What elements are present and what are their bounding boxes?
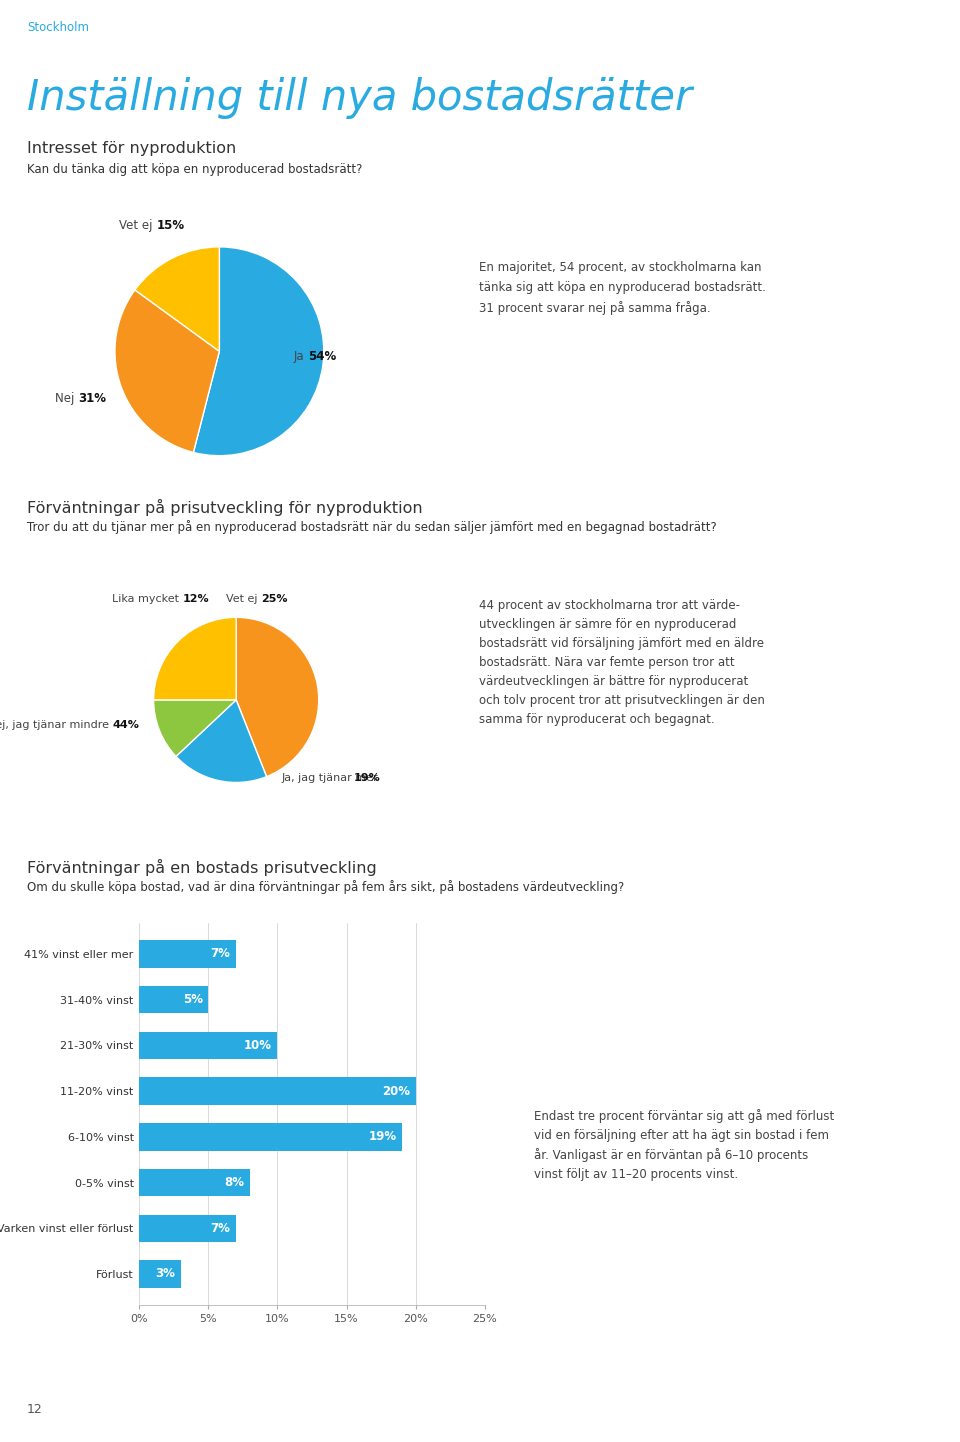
Text: 12%: 12% <box>182 594 209 604</box>
Text: Stockholm: Stockholm <box>27 20 89 35</box>
Wedge shape <box>193 247 324 456</box>
Text: Förväntningar på en bostads prisutveckling: Förväntningar på en bostads prisutveckli… <box>27 859 376 877</box>
Text: 31%: 31% <box>79 392 107 405</box>
Text: Nej, jag tjänar mindre: Nej, jag tjänar mindre <box>0 720 112 730</box>
Bar <box>139 1077 416 1105</box>
Wedge shape <box>115 290 219 453</box>
Text: Tror du att du tjänar mer på en nyproducerad bostadsrätt när du sedan säljer jäm: Tror du att du tjänar mer på en nyproduc… <box>27 519 716 534</box>
Text: 25%: 25% <box>261 594 287 604</box>
Text: Förväntningar på prisutveckling för nyproduktion: Förväntningar på prisutveckling för nypr… <box>27 499 422 516</box>
Text: 15%: 15% <box>156 219 185 232</box>
Text: Vet ej: Vet ej <box>119 219 156 232</box>
Text: 3%: 3% <box>156 1268 175 1280</box>
Text: 7%: 7% <box>210 1221 230 1234</box>
Text: Ja, jag tjänar mer: Ja, jag tjänar mer <box>281 773 382 783</box>
Bar <box>139 986 208 1014</box>
Wedge shape <box>154 699 236 757</box>
Text: 7%: 7% <box>210 947 230 960</box>
Text: 19%: 19% <box>369 1131 396 1144</box>
Text: En majoritet, 54 procent, av stockholmarna kan
tänka sig att köpa en nyproducera: En majoritet, 54 procent, av stockholmar… <box>479 261 766 316</box>
Text: 44%: 44% <box>112 720 139 730</box>
Text: 10%: 10% <box>244 1038 272 1051</box>
Bar <box>139 1260 180 1288</box>
Wedge shape <box>135 247 220 352</box>
Text: Inställning till nya bostadsrätter: Inställning till nya bostadsrätter <box>27 76 692 120</box>
Wedge shape <box>236 617 319 777</box>
Text: Nej: Nej <box>56 392 79 405</box>
Text: 54%: 54% <box>308 350 336 363</box>
Bar <box>139 1169 250 1197</box>
Text: Endast tre procent förväntar sig att gå med förlust
vid en försäljning efter att: Endast tre procent förväntar sig att gå … <box>534 1109 834 1181</box>
Text: Intresset för nyproduktion: Intresset för nyproduktion <box>27 141 236 156</box>
Bar <box>139 1214 236 1242</box>
Text: 19%: 19% <box>353 773 380 783</box>
Bar <box>139 940 236 968</box>
Text: 44 procent av stockholmarna tror att värde-
utvecklingen är sämre för en nyprodu: 44 procent av stockholmarna tror att vär… <box>479 600 765 727</box>
Bar <box>139 1031 277 1058</box>
Text: Kan du tänka dig att köpa en nyproducerad bostadsrätt?: Kan du tänka dig att köpa en nyproducera… <box>27 163 362 176</box>
Bar <box>139 1123 402 1151</box>
Text: 12: 12 <box>27 1403 42 1416</box>
Text: 8%: 8% <box>225 1177 244 1190</box>
Wedge shape <box>154 617 236 699</box>
Text: Lika mycket: Lika mycket <box>112 594 182 604</box>
Text: 20%: 20% <box>382 1084 410 1097</box>
Text: 5%: 5% <box>182 994 203 1007</box>
Text: Ja: Ja <box>294 350 308 363</box>
Text: Om du skulle köpa bostad, vad är dina förväntningar på fem års sikt, på bostaden: Om du skulle köpa bostad, vad är dina fö… <box>27 880 624 894</box>
Wedge shape <box>176 699 267 783</box>
Text: Vet ej: Vet ej <box>226 594 261 604</box>
